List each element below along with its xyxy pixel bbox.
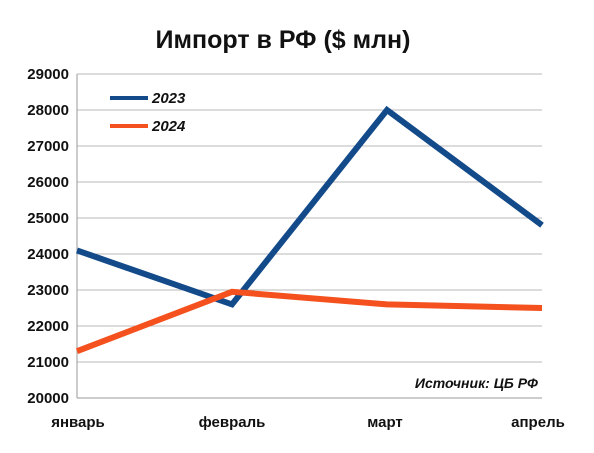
legend-label-2024: 2024 [151,118,186,135]
x-tick-label: март [367,414,403,431]
grid-lines [77,73,542,363]
y-tick-label: 25000 [27,210,69,227]
axes [76,74,542,399]
y-tick-label: 24000 [27,246,69,263]
x-tick-label: февраль [199,414,266,431]
chart-title: Импорт в РФ ($ млн) [156,26,411,54]
y-axis-ticks: 29000 28000 27000 26000 25000 24000 23000 22000… [27,66,69,407]
y-tick-label: 21000 [27,354,69,371]
y-tick-label: 23000 [27,282,69,299]
y-tick-label: 20000 [27,390,69,407]
y-tick-label: 28000 [27,102,69,119]
legend-label-2023: 2023 [151,90,186,107]
x-axis-ticks: январь февраль март апрель [51,414,565,431]
series-line-2023 [76,105,544,308]
series-lines [75,105,544,355]
y-tick-label: 26000 [27,174,69,191]
x-tick-label: апрель [511,414,565,431]
x-tick-label: январь [51,414,105,431]
series-line-2024 [75,288,543,355]
y-tick-label: 29000 [27,66,69,83]
y-tick-label: 22000 [27,318,69,335]
legend: 2023 2024 [110,90,186,135]
y-tick-label: 27000 [27,138,69,155]
source-note: Источник: ЦБ РФ [415,375,538,391]
